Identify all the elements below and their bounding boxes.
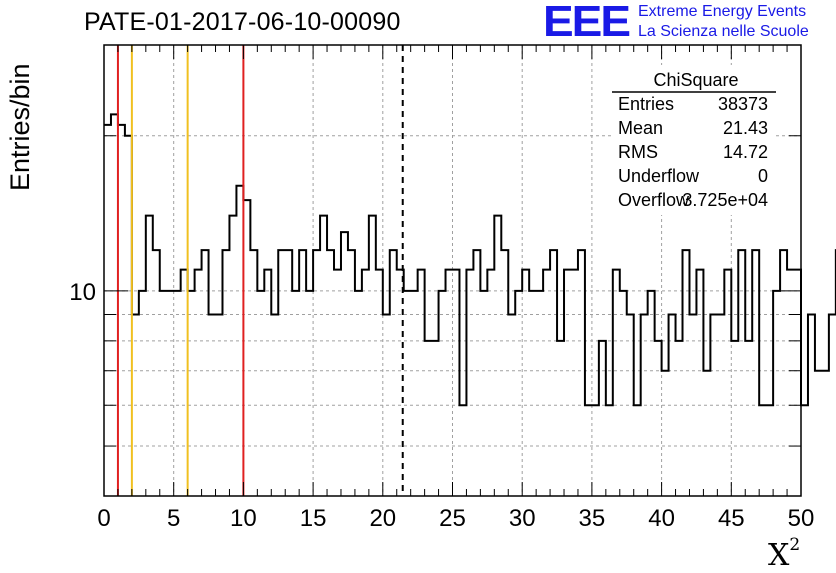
stats-row-label: Entries bbox=[618, 94, 674, 114]
x-tick-label: 15 bbox=[300, 505, 327, 532]
stats-row-value: 14.72 bbox=[723, 142, 768, 162]
stats-title: ChiSquare bbox=[653, 70, 738, 90]
x-tick-label: 30 bbox=[509, 505, 536, 532]
stats-row-label: Mean bbox=[618, 118, 663, 138]
stats-row-label: RMS bbox=[618, 142, 658, 162]
x-tick-label: 45 bbox=[718, 505, 745, 532]
logo-mark: EEE bbox=[543, 0, 629, 47]
stats-row-label: Overflow bbox=[618, 190, 690, 210]
stats-row-label: Underflow bbox=[618, 166, 700, 186]
x-tick-label: 35 bbox=[579, 505, 606, 532]
stats-row-value: 0 bbox=[758, 166, 768, 186]
stats-row-value: 38373 bbox=[718, 94, 768, 114]
x-axis-label-text: X bbox=[768, 538, 789, 573]
x-tick-label: 10 bbox=[230, 505, 257, 532]
x-tick-label: 40 bbox=[648, 505, 675, 532]
x-tick-label: 25 bbox=[439, 505, 466, 532]
x-tick-label: 20 bbox=[369, 505, 396, 532]
x-tick-label: 50 bbox=[788, 505, 815, 532]
logo-line2: La Scienza nelle Scuole bbox=[638, 23, 809, 41]
run-title: PATE-01-2017-06-10-00090 bbox=[84, 8, 401, 37]
x-tick-label: 0 bbox=[97, 505, 110, 532]
x-axis-label: X2 bbox=[768, 538, 800, 573]
logo-line1: Extreme Energy Events bbox=[638, 3, 806, 21]
x-axis-label-sup: 2 bbox=[789, 535, 800, 555]
y-tick-label: 10 bbox=[69, 279, 96, 306]
stats-row-value: 21.43 bbox=[723, 118, 768, 138]
x-tick-label: 5 bbox=[167, 505, 180, 532]
y-axis-label: Entries/bin bbox=[5, 63, 36, 191]
stats-row-value: 3.725e+04 bbox=[682, 190, 768, 210]
